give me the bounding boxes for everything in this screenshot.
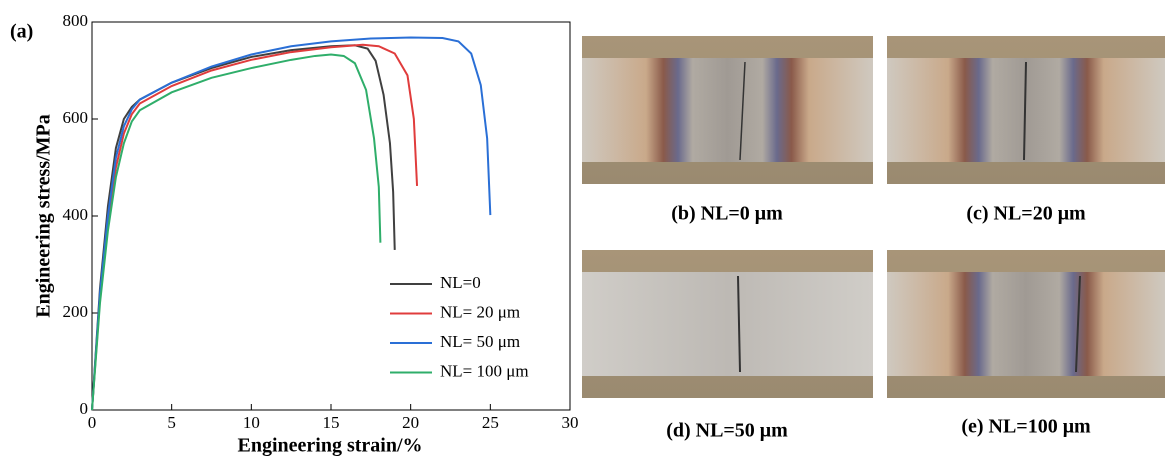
photo-e <box>887 250 1165 398</box>
legend-label: NL=0 <box>440 273 481 292</box>
photo-caption: (b) NL=0 μm <box>671 203 783 225</box>
y-tick-label: 800 <box>63 11 89 30</box>
legend-label: NL= 20 μm <box>440 302 520 321</box>
panel-label: (a) <box>10 21 33 43</box>
series-line <box>91 36 492 411</box>
y-tick-label: 400 <box>63 205 89 224</box>
legend-label: NL= 50 μm <box>440 332 520 351</box>
x-tick-label: 20 <box>402 413 419 432</box>
y-tick-label: 0 <box>80 399 89 418</box>
photo-b <box>582 36 873 184</box>
x-tick-label: 30 <box>562 413 579 432</box>
series-line <box>91 43 419 411</box>
photo-d <box>582 250 873 398</box>
photo-caption: (e) NL=100 μm <box>961 416 1091 438</box>
x-tick-label: 15 <box>323 413 340 432</box>
series-line <box>91 53 382 411</box>
x-tick-label: 10 <box>243 413 260 432</box>
x-tick-label: 0 <box>88 413 97 432</box>
x-tick-label: 5 <box>167 413 176 432</box>
photo-caption: (c) NL=20 μm <box>966 203 1086 225</box>
y-tick-label: 600 <box>63 108 89 127</box>
series-line <box>91 44 396 411</box>
photo-c <box>887 36 1165 184</box>
legend-label: NL= 100 μm <box>440 361 529 380</box>
x-axis-label: Engineering strain/% <box>237 435 422 457</box>
plot-frame <box>91 21 571 411</box>
x-tick-label: 25 <box>482 413 499 432</box>
photo-caption: (d) NL=50 μm <box>666 420 788 442</box>
y-tick-label: 200 <box>63 302 89 321</box>
y-axis-label: Engineering stress/MPa <box>33 114 55 318</box>
